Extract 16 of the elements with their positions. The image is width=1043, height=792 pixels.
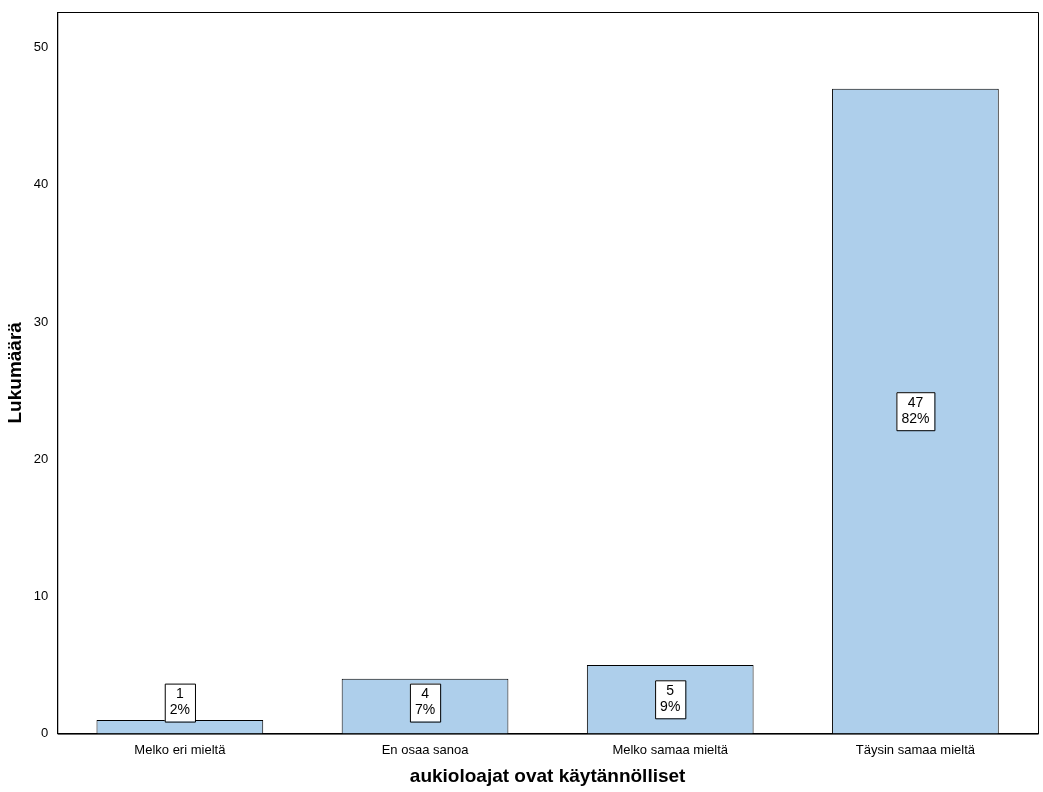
data-label: 1 2% — [169, 685, 190, 718]
y-tick-label: 20 — [33, 450, 49, 466]
x-axis-title: aukioloajat ovat käytännölliset — [409, 764, 687, 786]
x-tick-label: Melko samaa mieltä — [612, 741, 729, 757]
data-label: 47 82% — [901, 394, 930, 427]
y-tick-label: 0 — [41, 725, 49, 741]
x-tick-label: En osaa sanoa — [381, 741, 470, 757]
data-label: 4 7% — [414, 685, 436, 718]
y-tick-label: 40 — [33, 176, 49, 192]
x-tick-label: Täysin samaa mieltä — [855, 741, 976, 757]
x-tick-label: Melko eri mieltä — [134, 741, 227, 757]
y-axis-title: Lukumäärä — [3, 321, 25, 424]
y-tick-label: 50 — [33, 39, 49, 55]
y-tick-label: 30 — [33, 313, 49, 329]
data-label: 5 9% — [660, 682, 681, 715]
y-tick-label: 10 — [33, 587, 49, 603]
